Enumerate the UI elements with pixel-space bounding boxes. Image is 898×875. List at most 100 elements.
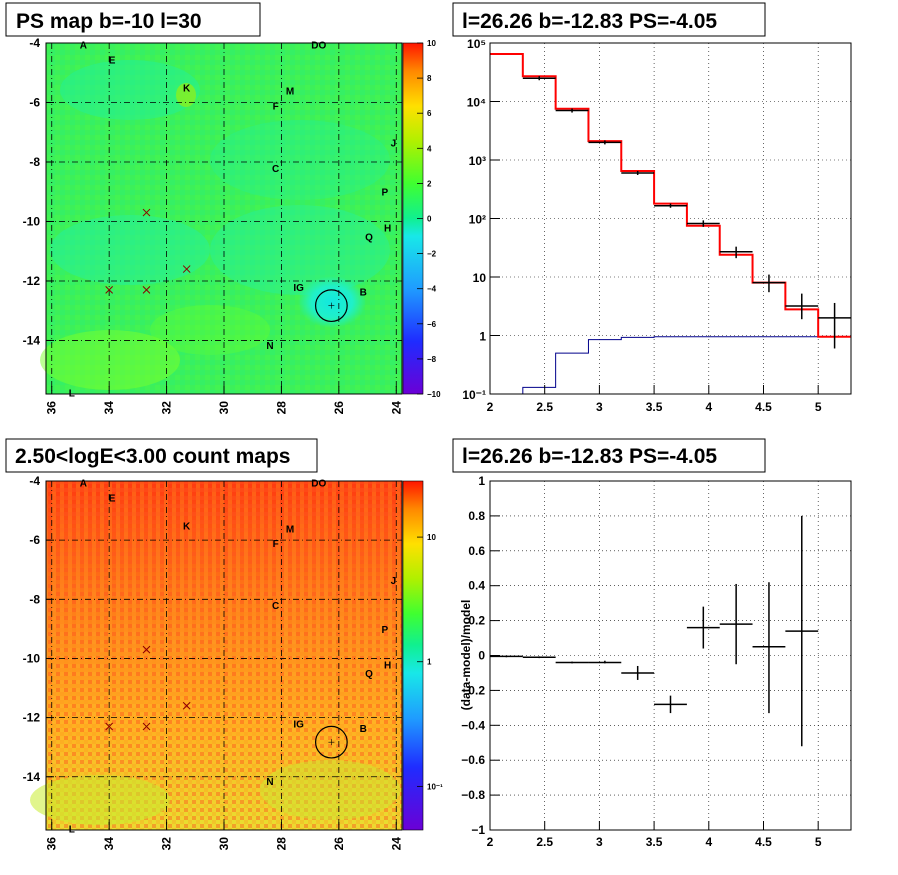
source-label: A (80, 478, 87, 489)
x-tick-label: 4.5 (755, 835, 772, 849)
residual-data-points (490, 515, 819, 747)
source-label: M (286, 87, 294, 98)
source-label: IG (293, 720, 304, 731)
y-tick-label: -14 (23, 333, 41, 347)
ps-map-y-ticks: -4 -6 -8 -10 -12 -14 (23, 36, 54, 347)
ps-map-title-box (5, 2, 261, 37)
y-tick-label: -14 (23, 770, 41, 784)
colorbar-tick-label: −6 (427, 320, 437, 329)
ps-map-region (150, 305, 270, 355)
count-map-panel: 2.50<logE<3.00 count maps A E DO K MF J C P HQ IG… (5, 438, 443, 851)
x-tick-label: 3.5 (646, 835, 663, 849)
x-tick-label: 3 (596, 835, 603, 849)
x-tick-label: 36 (45, 837, 59, 851)
count-map-x-ticks: 36 34 32 30 28 26 24 (45, 822, 403, 851)
source-label: N (266, 777, 273, 788)
cross-marker (142, 722, 151, 731)
x-tick-label: 36 (45, 401, 59, 415)
source-label: Q (365, 669, 373, 680)
count-map-title-box (5, 438, 318, 473)
source-label: DO (311, 40, 326, 51)
source-label: E (109, 493, 116, 504)
colorbar-tick-label: 10 (427, 533, 436, 542)
y-tick-label: −1 (471, 823, 485, 837)
colorbar-tick-label: −4 (427, 285, 437, 294)
x-tick-label: 28 (274, 401, 288, 415)
x-tick-label: 30 (217, 837, 231, 851)
spectrum-panel: l=26.26 b=-12.83 PS=-4.05 2 2.5 3 3.5 4 4.5 5 … (452, 2, 852, 414)
y-tick-label: 10³ (469, 154, 486, 168)
colorbar-tick-label: 6 (427, 109, 432, 118)
y-tick-label: -10 (23, 651, 41, 665)
y-tick-label: 0.8 (468, 509, 485, 523)
source-label: N (266, 341, 273, 352)
y-tick-label: -10 (23, 214, 41, 228)
colorbar-tick-label: 4 (427, 144, 432, 153)
x-tick-label: 4.5 (755, 400, 772, 414)
cross-marker (142, 645, 151, 654)
x-tick-label: 30 (217, 401, 231, 415)
x-tick-label: 34 (102, 837, 116, 851)
y-tick-label: -8 (29, 155, 40, 169)
count-map-y-ticks: -4 -6 -8 -10 -12 -14 (23, 474, 54, 784)
y-tick-label: -12 (23, 711, 41, 725)
source-label: B (360, 724, 367, 735)
ps-map-target-circle (314, 289, 348, 323)
colorbar-tick-label: 8 (427, 74, 432, 83)
colorbar-tick-label: −10 (427, 390, 441, 399)
target-marker (328, 739, 335, 746)
source-label: C (272, 164, 279, 175)
y-tick-label: 0.4 (468, 579, 485, 593)
target-marker (328, 302, 335, 309)
ps-map-region (50, 215, 210, 285)
y-tick-label: −0.8 (461, 788, 485, 802)
x-tick-label: 2 (487, 400, 494, 414)
count-map-target-circle (314, 725, 348, 759)
colorbar-tick-label: 0 (427, 215, 432, 224)
y-tick-label: 1 (479, 330, 486, 344)
y-tick-label: −0.6 (461, 753, 485, 767)
source-label: M (286, 524, 294, 535)
y-tick-label: -6 (29, 533, 40, 547)
residual-x-ticks: 2 2.5 3 3.5 4 4.5 5 (487, 821, 822, 849)
y-tick-label: 0 (478, 649, 485, 663)
colorbar-tick-label: 1 (427, 658, 432, 667)
x-tick-label: 4 (705, 400, 712, 414)
source-label: B (360, 287, 367, 298)
spectrum-x-ticks: 2 2.5 3 3.5 4 4.5 5 (487, 385, 822, 414)
source-label: F (273, 539, 279, 550)
colorbar-tick-label: 10 (427, 39, 436, 48)
x-tick-label: 5 (815, 400, 822, 414)
y-tick-label: 0.2 (468, 614, 485, 628)
ps-map-title: PS map b=-10 l=30 (16, 10, 202, 33)
y-tick-label: 1 (478, 474, 485, 488)
y-tick-label: 10² (469, 213, 486, 227)
x-tick-label: 34 (102, 401, 116, 415)
y-tick-label: -4 (29, 36, 40, 50)
ps-map-region (210, 120, 390, 200)
source-label: H (384, 223, 391, 234)
y-tick-label: 0.6 (468, 544, 485, 558)
ps-map-region (176, 83, 196, 107)
cross-marker (182, 701, 191, 710)
ps-map-crosses (105, 208, 335, 309)
source-label: F (273, 101, 279, 112)
x-tick-label: 3.5 (646, 400, 663, 414)
residual-title: l=26.26 b=-12.83 PS=-4.05 (462, 445, 717, 468)
x-tick-label: 3 (596, 400, 603, 414)
spectrum-title: l=26.26 b=-12.83 PS=-4.05 (462, 10, 717, 33)
y-tick-label: −0.4 (461, 718, 485, 732)
x-tick-label: 4 (705, 835, 712, 849)
x-tick-label: 26 (332, 401, 346, 415)
x-tick-label: 2.5 (536, 835, 553, 849)
spectrum-y-ticks: 10⁻¹ 1 10 10² 10³ 10⁴ 10⁵ (462, 37, 500, 402)
cross-marker (142, 286, 151, 294)
x-tick-label: 32 (160, 837, 174, 851)
source-label: H (384, 660, 391, 671)
source-label: A (80, 40, 87, 51)
source-label: Q (365, 232, 373, 243)
count-map-colorbar-ticks: 10 1 10⁻¹ (417, 533, 443, 791)
ps-map-colorbar-ticks: 10 8 6 4 2 0 −2 −4 −6 −8 −10 (417, 39, 441, 399)
ps-map-region (40, 330, 180, 390)
